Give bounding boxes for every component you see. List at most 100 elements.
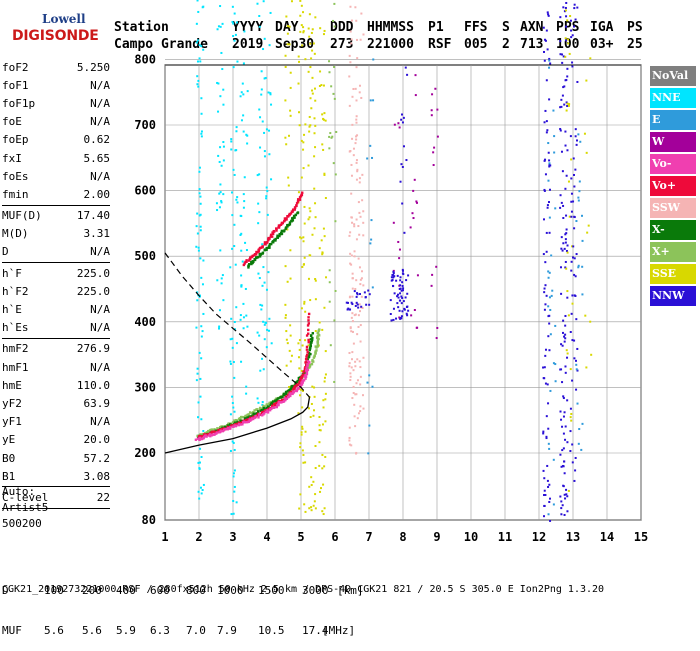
- echo-point: [577, 199, 580, 202]
- echo-point: [313, 155, 316, 158]
- echo-point: [559, 266, 562, 269]
- echo-point: [564, 241, 567, 244]
- echo-point: [196, 0, 199, 2]
- echo-point: [562, 242, 565, 245]
- echo-point: [562, 55, 565, 58]
- header-label: S: [502, 20, 510, 35]
- echo-point: [400, 289, 403, 292]
- echo-point: [310, 509, 313, 512]
- echo-point: [270, 178, 273, 181]
- echo-point: [390, 276, 393, 279]
- trace-point: [284, 226, 288, 229]
- echo-point: [553, 151, 556, 154]
- param-row: yF2 63.9: [2, 394, 110, 412]
- echo-point: [308, 254, 311, 257]
- param-row: yE 20.0: [2, 431, 110, 449]
- trace-point: [237, 423, 241, 427]
- echo-point: [308, 207, 311, 210]
- trace-point: [254, 253, 258, 256]
- echo-point: [564, 438, 567, 441]
- trace-point: [275, 227, 278, 230]
- echo-point: [333, 97, 336, 100]
- header-value: 273: [330, 37, 354, 52]
- echo-point: [314, 330, 317, 333]
- header-value: 100: [556, 37, 580, 52]
- trace-point: [207, 434, 211, 437]
- echo-point: [575, 388, 578, 391]
- echo-point: [544, 173, 547, 176]
- trace-point: [199, 435, 202, 438]
- param-value: N/A: [90, 115, 110, 129]
- trace-point: [263, 405, 266, 408]
- echo-point: [232, 499, 235, 502]
- param-name: hmF1: [2, 360, 29, 374]
- trace-point: [316, 331, 320, 335]
- trace-point: [292, 216, 295, 220]
- trace-point: [220, 427, 224, 431]
- echo-point: [222, 88, 225, 91]
- echo-point: [300, 4, 303, 7]
- distance-value: 400: [116, 584, 136, 597]
- param-value: N/A: [90, 303, 110, 317]
- echo-point: [200, 112, 203, 115]
- echo-point: [297, 191, 300, 194]
- trace-point: [286, 225, 289, 228]
- echo-point: [401, 269, 404, 272]
- echo-point: [313, 87, 316, 90]
- echo-point: [545, 231, 548, 234]
- echo-point: [569, 15, 572, 18]
- echo-point: [322, 227, 325, 230]
- echo-point: [287, 176, 290, 179]
- echo-point: [397, 122, 400, 125]
- echo-point: [367, 452, 370, 455]
- echo-point: [569, 449, 572, 452]
- echo-point: [229, 338, 232, 341]
- echo-point: [552, 362, 555, 365]
- echo-point: [222, 193, 225, 196]
- echo-point: [233, 490, 236, 493]
- echo-point: [240, 91, 243, 94]
- echo-point: [430, 109, 433, 112]
- echo-point: [304, 310, 307, 313]
- trace-point: [278, 232, 281, 236]
- echo-point: [318, 441, 321, 444]
- echo-point: [545, 437, 548, 440]
- legend-item: SSW: [650, 198, 696, 218]
- trace-point: [303, 367, 307, 370]
- echo-point: [577, 442, 580, 445]
- echo-point: [371, 156, 374, 159]
- echo-point: [358, 303, 361, 306]
- echo-point: [197, 79, 200, 82]
- trace-point: [236, 420, 239, 424]
- echo-point: [356, 333, 359, 336]
- trace-point: [302, 373, 305, 376]
- echo-point: [229, 266, 232, 269]
- trace-point: [294, 383, 297, 386]
- echo-point: [302, 141, 305, 144]
- param-name: yF2: [2, 396, 22, 410]
- echo-point: [560, 105, 563, 108]
- echo-point: [246, 325, 249, 328]
- echo-point: [302, 148, 305, 151]
- echo-point: [393, 292, 396, 295]
- echo-point: [356, 292, 359, 295]
- echo-point: [549, 333, 552, 336]
- echo-point: [548, 447, 551, 450]
- echo-point: [590, 353, 593, 356]
- echo-point: [256, 174, 259, 177]
- echo-point: [353, 314, 356, 317]
- echo-point: [309, 97, 312, 100]
- echo-point: [545, 294, 548, 297]
- echo-point: [564, 187, 567, 190]
- echo-point: [196, 83, 199, 86]
- echo-point: [200, 132, 203, 135]
- echo-point: [355, 99, 358, 102]
- echo-point: [570, 177, 573, 180]
- trace-point: [309, 346, 312, 349]
- echo-point: [258, 108, 261, 111]
- trace-point: [315, 349, 318, 352]
- echo-point: [199, 60, 202, 63]
- trace-point: [293, 208, 296, 211]
- echo-point: [258, 211, 261, 214]
- param-name: foEp: [2, 133, 29, 147]
